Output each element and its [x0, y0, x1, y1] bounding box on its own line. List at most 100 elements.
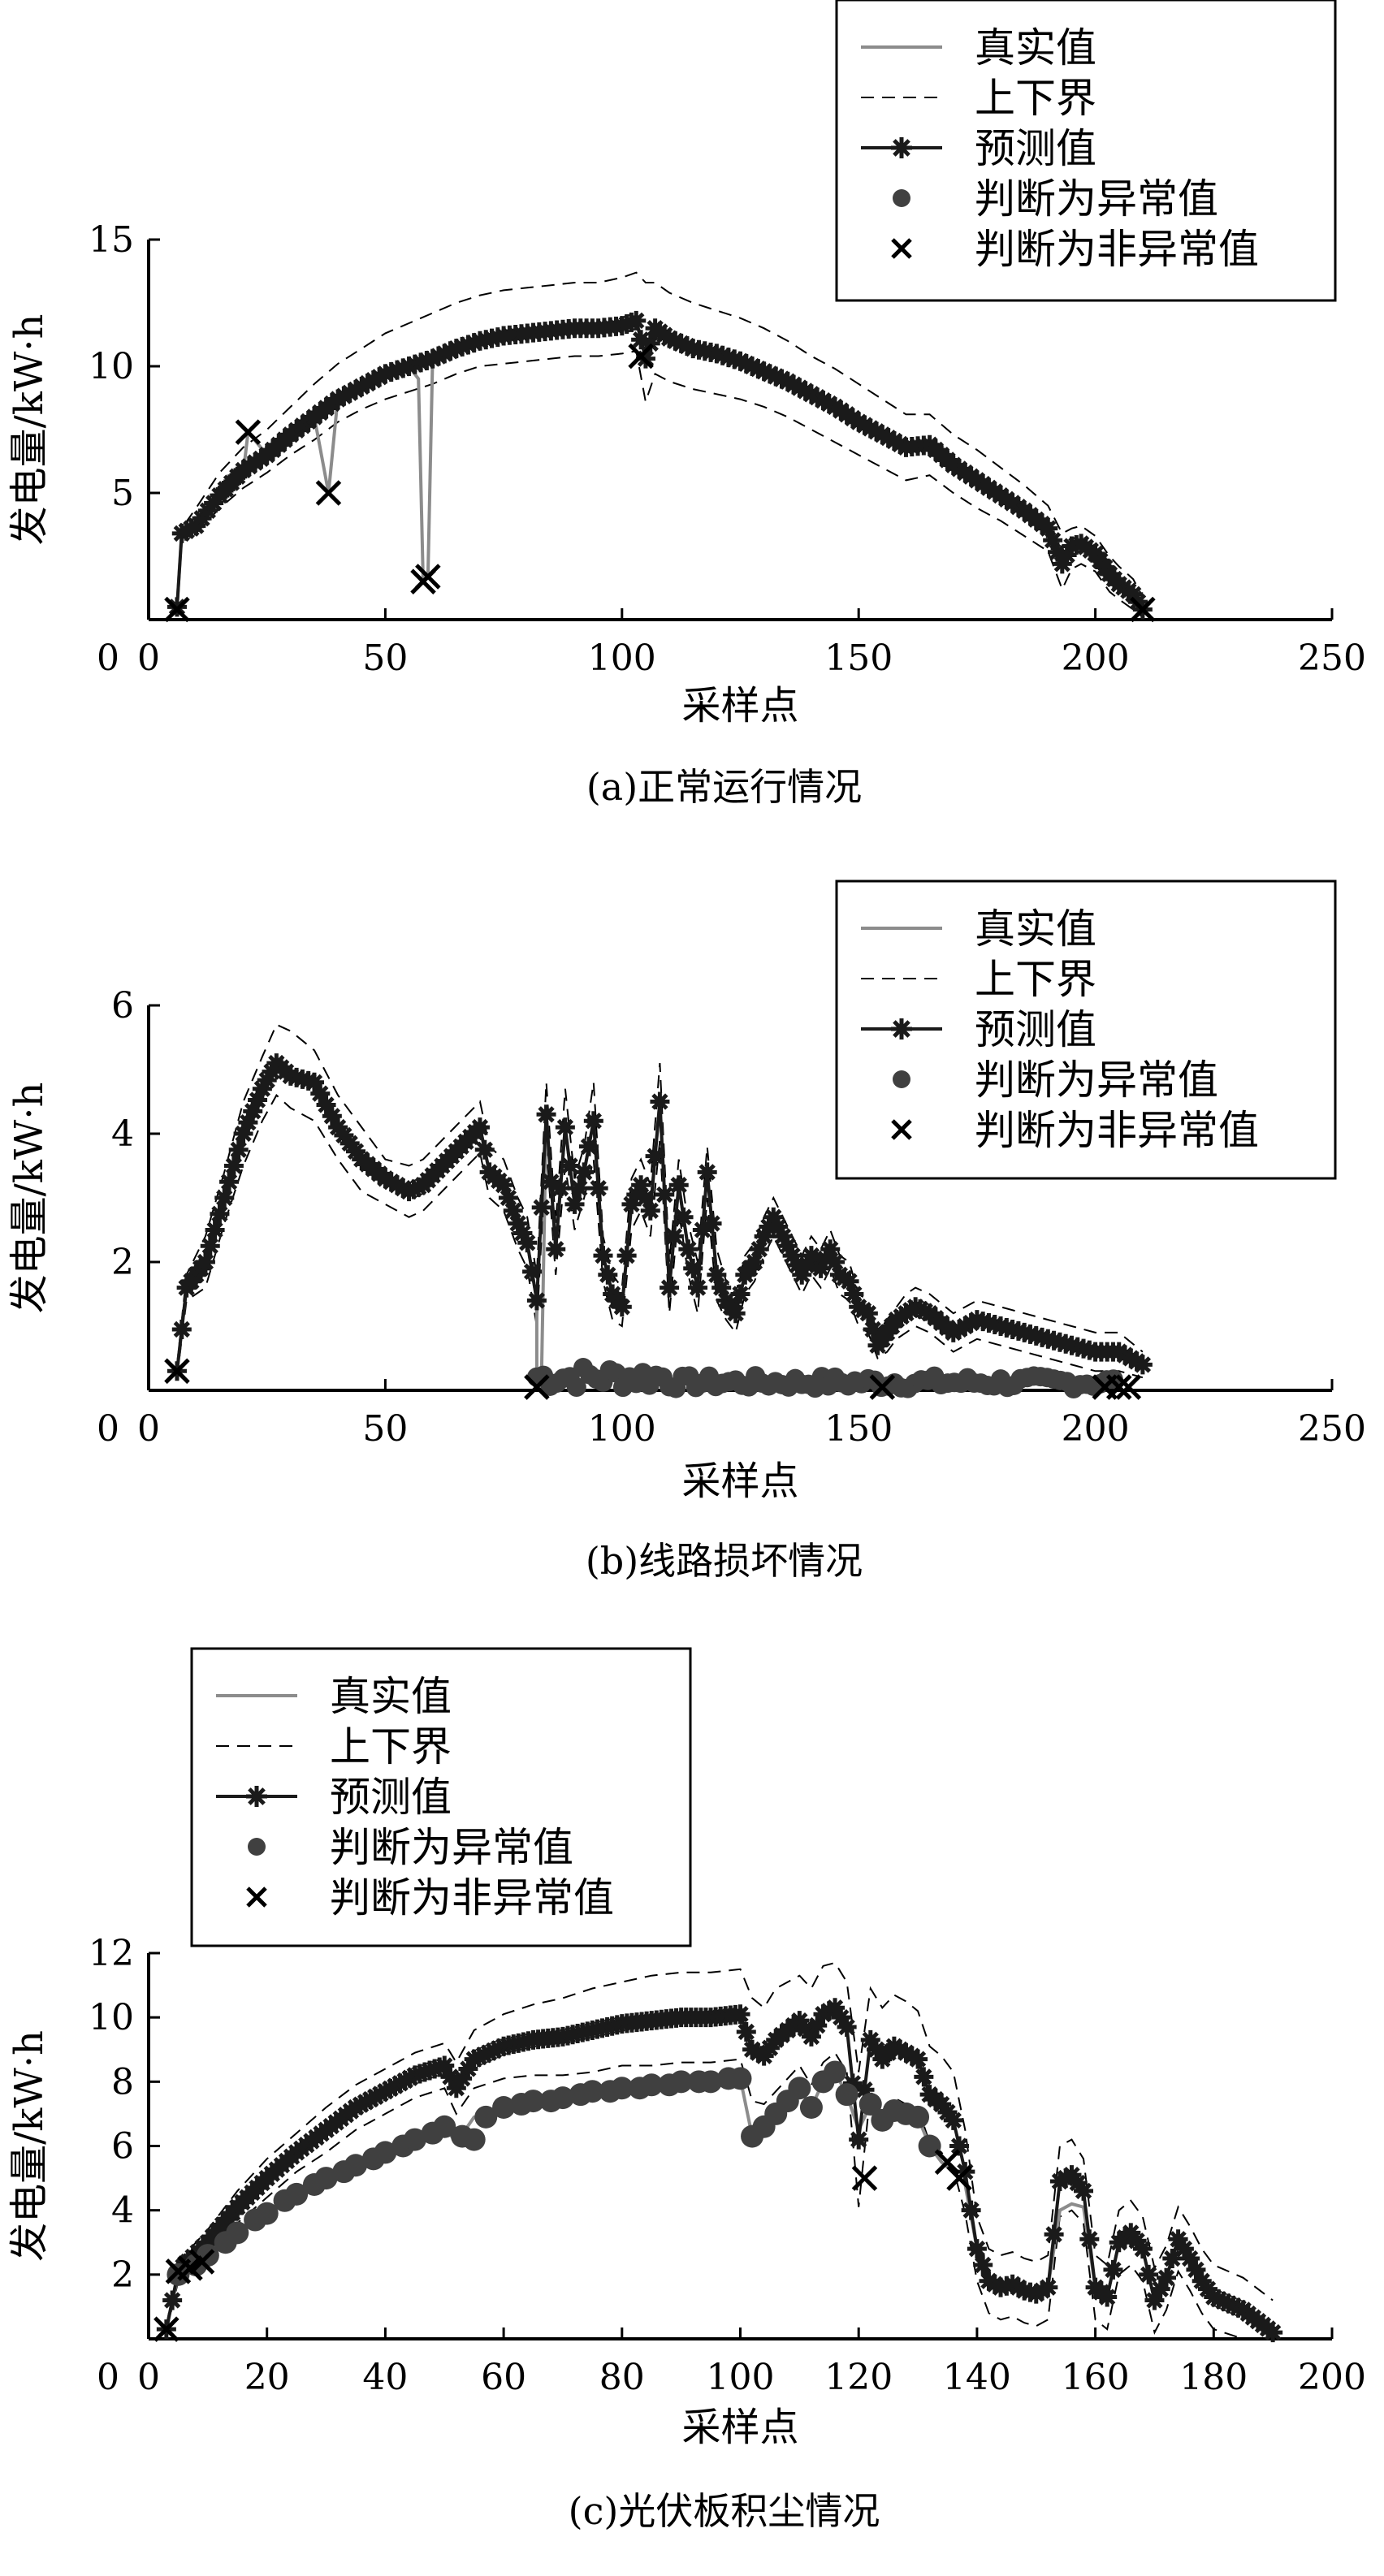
normal-point: [164, 596, 190, 623]
upper-bound-line: [176, 271, 1144, 607]
predicted-point: [867, 2039, 887, 2060]
legend-swatch-predicted-marker: [246, 1786, 267, 1807]
predicted-point: [1103, 2259, 1123, 2280]
predicted-point: [1180, 2249, 1200, 2269]
x-tick-label: 0: [137, 638, 160, 679]
x-tick-label: 150: [824, 1408, 893, 1450]
predicted-point: [508, 1213, 528, 1234]
normal-point: [177, 2255, 203, 2281]
predicted-point: [650, 1091, 670, 1112]
x-tick-label: 100: [588, 1408, 656, 1450]
predicted-point: [223, 1156, 244, 1176]
legend-swatch-normal: [891, 1119, 912, 1140]
predicted-point: [792, 1264, 812, 1285]
predicted-point: [452, 2068, 473, 2089]
y-tick-label: 8: [111, 2061, 134, 2103]
x-tick-label: 160: [1062, 2357, 1130, 2398]
predicted-point: [219, 1172, 240, 1192]
legend-entry: 真实值: [975, 24, 1096, 71]
predicted-point: [200, 1236, 220, 1256]
predicted-point: [842, 2073, 863, 2094]
predicted-point: [446, 2078, 466, 2098]
predicted-point: [932, 2094, 952, 2115]
predicted-point: [697, 1162, 717, 1182]
anomaly-point: [610, 2077, 634, 2100]
anomaly-point: [788, 2077, 811, 2100]
x-axis-label: 采样点: [681, 683, 798, 728]
predicted-point: [688, 1277, 708, 1298]
predicted-point: [440, 2067, 461, 2087]
normal-point: [851, 2165, 878, 2191]
chart-panel-2: 0 50 100 150 200 250 2 4 6 0 采样点 发电量/kW·h (b)线路损坏情况 真…: [6, 880, 1366, 1583]
y-tick-label: 10: [89, 346, 134, 387]
predicted-point: [754, 361, 774, 382]
predicted-point: [854, 2080, 875, 2100]
predicted-point: [579, 1136, 599, 1156]
predicted-point: [1162, 2249, 1183, 2269]
predicted-point: [340, 1133, 360, 1153]
predicted-point: [564, 1194, 585, 1214]
anomaly-point: [344, 2154, 367, 2177]
y-tick-label: 6: [111, 985, 134, 1027]
predicted-point: [1144, 2290, 1165, 2310]
x-axis-label: 采样点: [681, 1459, 798, 1504]
predicted-point: [469, 1117, 490, 1138]
predicted-point: [626, 1185, 647, 1205]
predicted-point: [1150, 2279, 1170, 2299]
predicted-point: [531, 1197, 551, 1217]
normal-point: [934, 2149, 961, 2176]
predicted-point: [967, 2239, 987, 2259]
normal-point: [164, 1358, 190, 1385]
predicted-point: [635, 1188, 655, 1208]
anomaly-point: [859, 2093, 882, 2116]
predicted-point: [749, 1239, 769, 1260]
y-tick-label: 15: [89, 219, 134, 261]
y-axis-label: 发电量/kW·h: [6, 314, 52, 546]
predicted-point: [759, 2038, 780, 2058]
predicted-point: [252, 1078, 272, 1099]
predicted-point: [1047, 542, 1067, 562]
predicted-point: [914, 2067, 934, 2087]
predicted-point: [664, 1226, 684, 1247]
predicted-point: [1057, 545, 1077, 565]
predicted-point: [730, 351, 750, 371]
predicted-point: [1174, 2239, 1194, 2259]
legend-entry: 预测值: [975, 125, 1096, 172]
predicted-point: [257, 1070, 277, 1091]
y-tick-label: 10: [89, 1997, 134, 2038]
predicted-point: [973, 2254, 993, 2275]
predicted-point: [1132, 1355, 1153, 1375]
y-axis-label: 发电量/kW·h: [6, 1083, 52, 1314]
predicted-point: [560, 1156, 580, 1176]
predicted-point: [655, 1185, 675, 1205]
predicted-point: [631, 1175, 651, 1195]
predicted-point: [631, 330, 651, 350]
legend-swatch-predicted-marker: [891, 1018, 912, 1039]
predicted-point: [673, 1207, 694, 1227]
predicted-point: [171, 1319, 192, 1339]
anomaly-point: [462, 2128, 486, 2151]
predicted-point: [1043, 530, 1063, 551]
predicted-point: [683, 1258, 703, 1278]
anomaly-point: [226, 2221, 249, 2245]
normal-point: [524, 1374, 550, 1400]
predicted-point: [162, 2290, 183, 2310]
predicted-point: [949, 2136, 970, 2156]
normal-point: [628, 343, 654, 370]
legend-entry: 判断为非异常值: [975, 226, 1259, 273]
predicted-point: [961, 2200, 981, 2220]
normal-point: [1105, 1374, 1132, 1400]
lower-bound-line: [165, 2051, 1274, 2340]
predicted-point: [541, 1172, 561, 1192]
predicted-point: [754, 2046, 774, 2066]
y-tick-label: 4: [111, 1113, 134, 1155]
normal-point: [315, 480, 342, 506]
predicted-point: [428, 346, 448, 366]
predicted-point: [1074, 2181, 1094, 2201]
legend-entry: 判断为异常值: [975, 1057, 1218, 1104]
predicted-point: [831, 2008, 851, 2028]
legend-entry: 判断为异常值: [975, 175, 1218, 223]
anomaly-point: [403, 2128, 426, 2151]
upper-bound-line: [165, 1961, 1274, 2327]
predicted-point: [860, 2029, 880, 2050]
